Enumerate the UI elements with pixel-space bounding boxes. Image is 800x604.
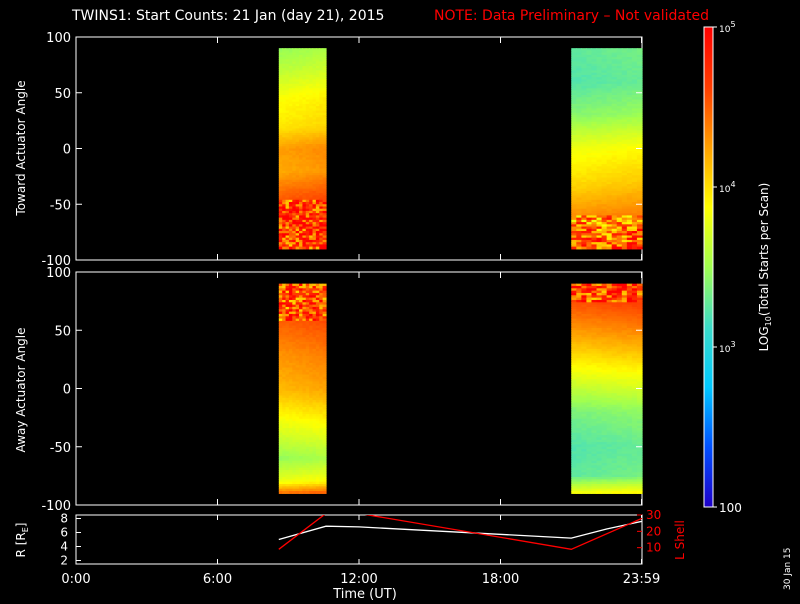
preliminary-note: NOTE: Data Preliminary – Not validated: [434, 8, 709, 24]
heatmap-cell: [591, 247, 597, 250]
heatmap-cell: [323, 247, 327, 250]
heatmap-cell: [612, 247, 618, 250]
heatmap-cell: [576, 247, 582, 250]
heatmap-cell: [627, 247, 633, 250]
heatmap-cell: [597, 247, 603, 250]
heatmap-cell: [622, 247, 628, 250]
plot-title: TWINS1: Start Counts: 21 Jan (day 21), 2…: [71, 8, 384, 24]
heatmap-cell: [617, 247, 623, 250]
heatmap-cell: [602, 247, 608, 250]
heatmap-cell: [607, 247, 613, 250]
y-tick-label: 50: [54, 87, 71, 102]
heatmap-cell: [632, 247, 638, 250]
y-tick-label: 100: [46, 31, 71, 46]
heatmap-cell: [323, 491, 327, 494]
panel-frame: [76, 272, 642, 505]
y-tick-label: -50: [50, 198, 71, 213]
heatmap-cell: [586, 247, 592, 250]
panel-frame: [76, 37, 642, 260]
y-tick-label: 0: [63, 143, 71, 158]
heatmap-cell: [571, 247, 577, 250]
heatmap-cell: [581, 247, 587, 250]
heatmap-cell: [637, 247, 643, 250]
